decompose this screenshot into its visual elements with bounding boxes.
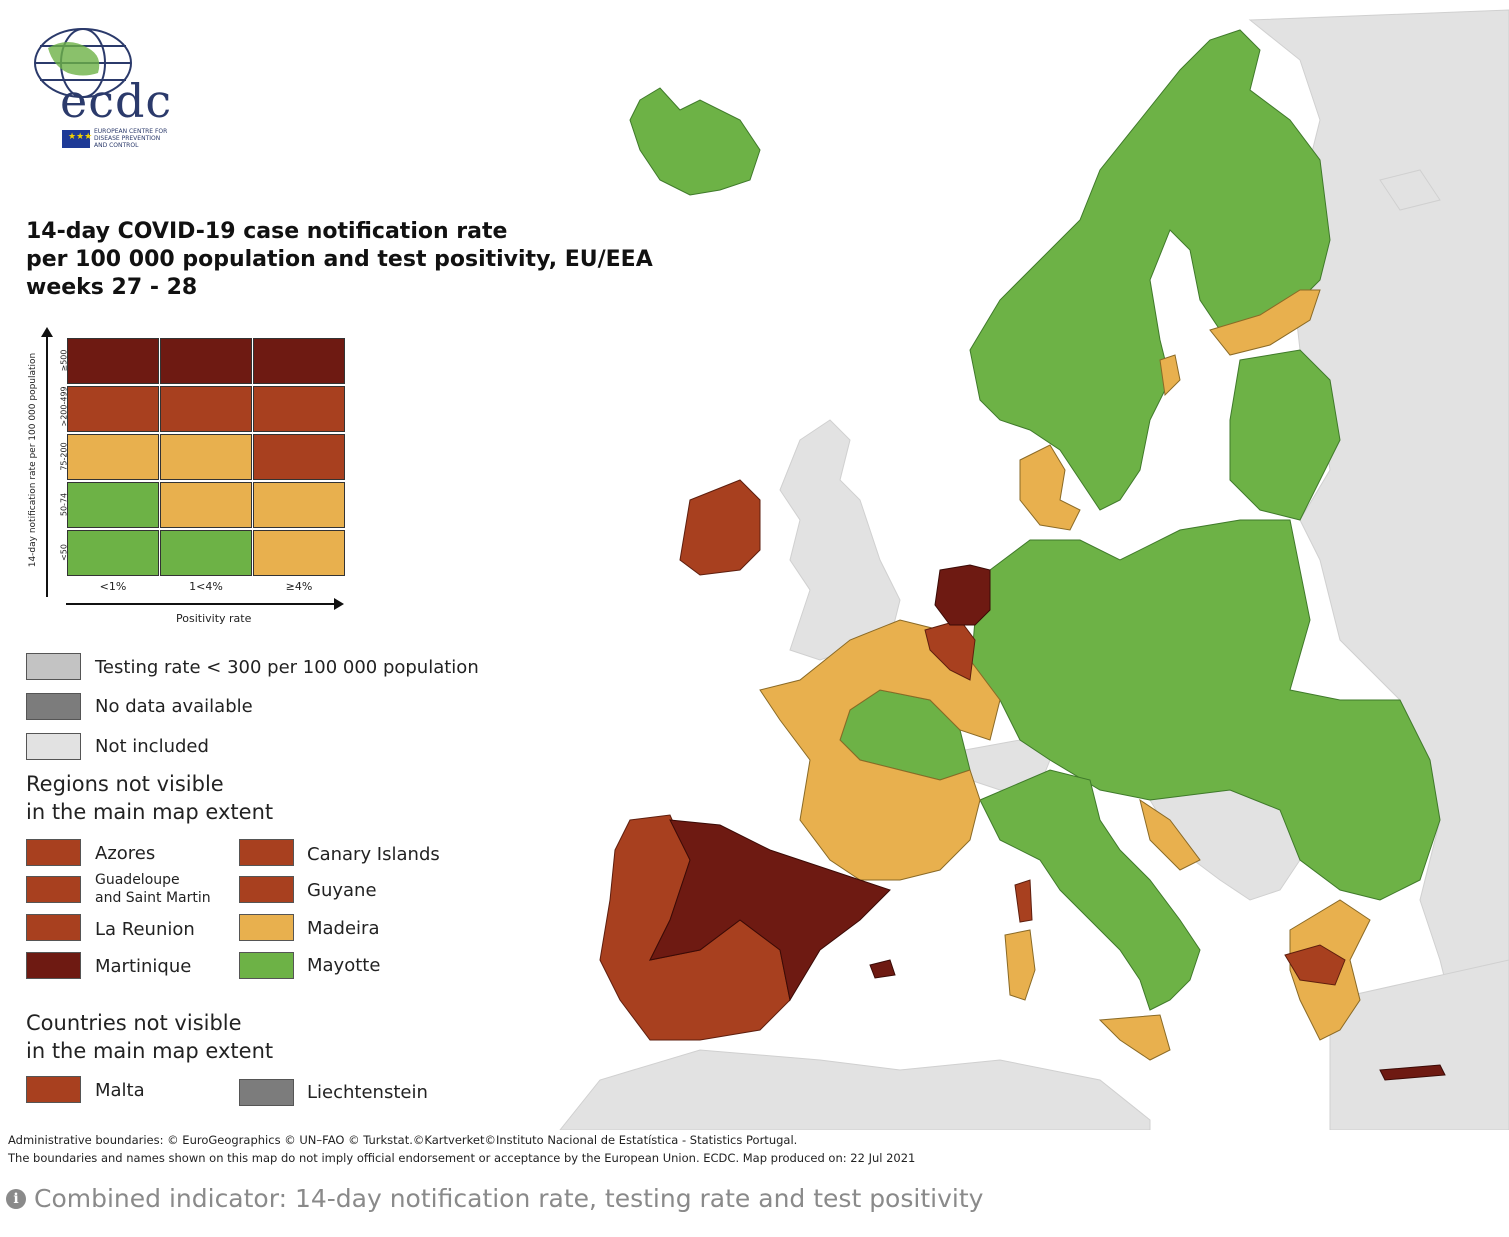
- x-axis-arrow-icon: [334, 598, 344, 610]
- region-swatch-madeira: [239, 914, 294, 941]
- regions-heading: Regions not visible in the main map exte…: [26, 772, 274, 824]
- title-line-1: 14-day COVID-19 case notification rate: [26, 219, 508, 244]
- col-tick-label: ≥4%: [285, 580, 313, 593]
- orange-regions: [599, 479, 1346, 1041]
- region-label-martinique: Martinique: [95, 956, 192, 977]
- agency-name: EUROPEAN CENTRE FOR DISEASE PREVENTION A…: [94, 128, 168, 149]
- footer-disclaimer: The boundaries and names shown on this m…: [8, 1151, 916, 1165]
- col-tick-label: 1<4%: [189, 580, 223, 593]
- region-label-la-reunion: La Reunion: [95, 919, 195, 940]
- matrix-legend: 14-day notification rate per 100 000 pop…: [20, 325, 360, 630]
- matrix-cell: [160, 386, 252, 432]
- matrix-cell: [253, 434, 345, 480]
- y-axis-line: [46, 335, 48, 597]
- caption-text: Combined indicator: 14-day notification …: [34, 1184, 984, 1213]
- region-swatch-azores: [26, 839, 81, 866]
- not-included-label: Not included: [95, 736, 209, 757]
- matrix-cell: [160, 530, 252, 576]
- country-label-liechtenstein: Liechtenstein: [307, 1082, 428, 1103]
- matrix-cell: [253, 530, 345, 576]
- region-swatch-mayotte: [239, 952, 294, 979]
- map-title: 14-day COVID-19 case notification rate p…: [26, 218, 653, 302]
- caption: i Combined indicator: 14-day notificatio…: [6, 1184, 983, 1213]
- matrix-cell: [67, 434, 159, 480]
- countries-heading: Countries not visible in the main map ex…: [26, 1011, 274, 1063]
- matrix-cell: [253, 338, 345, 384]
- info-icon: i: [6, 1188, 26, 1209]
- matrix-cell: [67, 386, 159, 432]
- title-line-2: per 100 000 population and test positivi…: [26, 247, 653, 272]
- matrix-cell: [160, 338, 252, 384]
- region-swatch-guyane: [239, 876, 294, 903]
- matrix-cell: [160, 434, 252, 480]
- darkred-regions: [649, 564, 1446, 1081]
- region-label-guadeloupe: Guadeloupe and Saint Martin: [95, 872, 211, 906]
- col-tick-label: <1%: [99, 580, 127, 593]
- y-axis-label: 14-day notification rate per 100 000 pop…: [28, 352, 38, 568]
- green-regions: [629, 29, 1441, 1011]
- x-axis-line: [66, 603, 336, 605]
- region-label-guyane: Guyane: [307, 880, 377, 901]
- matrix-cell: [67, 338, 159, 384]
- not-included-swatch: [26, 733, 81, 760]
- country-label-malta: Malta: [95, 1080, 145, 1101]
- eu-flag-icon: ★★★: [62, 130, 92, 148]
- region-swatch-la-reunion: [26, 914, 81, 941]
- region-label-mayotte: Mayotte: [307, 955, 381, 976]
- matrix-cell: [253, 482, 345, 528]
- matrix-cell: [67, 482, 159, 528]
- europe-map: [559, 9, 1509, 1130]
- testing-rate-swatch: [26, 653, 81, 680]
- matrix-cell: [253, 386, 345, 432]
- region-label-canary-islands: Canary Islands: [307, 844, 440, 865]
- region-swatch-martinique: [26, 952, 81, 979]
- testing-rate-label: Testing rate < 300 per 100 000 populatio…: [95, 657, 479, 678]
- logo-text: ecdc: [60, 74, 173, 128]
- region-label-madeira: Madeira: [307, 918, 380, 939]
- matrix-cell: [67, 530, 159, 576]
- globe-icon: [34, 28, 132, 98]
- country-swatch-malta: [26, 1076, 81, 1103]
- region-swatch-guadeloupe: [26, 876, 81, 903]
- title-line-3: weeks 27 - 28: [26, 275, 198, 300]
- matrix-cell: [160, 482, 252, 528]
- ecdc-logo: ecdc ★★★ EUROPEAN CENTRE FOR DISEASE PRE…: [28, 18, 198, 158]
- no-data-swatch: [26, 693, 81, 720]
- no-data-label: No data available: [95, 696, 253, 717]
- region-label-azores: Azores: [95, 843, 156, 864]
- country-swatch-liechtenstein: [239, 1079, 294, 1106]
- region-swatch-canary-islands: [239, 839, 294, 866]
- footer-attribution: Administrative boundaries: © EuroGeograp…: [8, 1133, 798, 1147]
- y-axis-arrow-icon: [41, 327, 53, 337]
- x-axis-label: Positivity rate: [176, 612, 252, 625]
